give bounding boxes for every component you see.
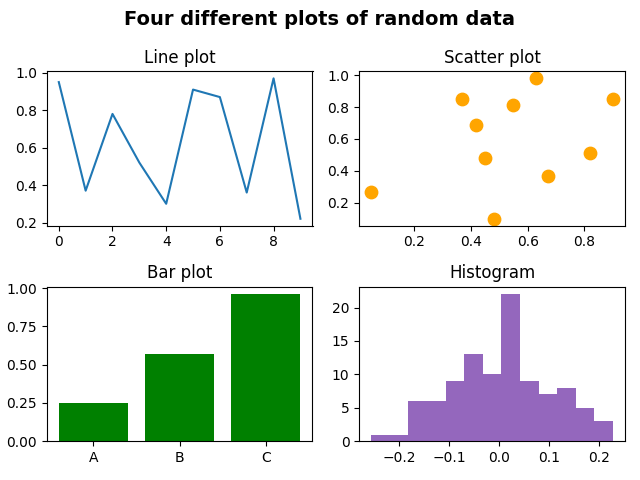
Bar xyxy=(408,401,427,441)
Title: Histogram: Histogram xyxy=(449,264,535,283)
Bar xyxy=(539,395,557,441)
Point xyxy=(585,149,595,157)
Bar xyxy=(520,381,539,441)
Point xyxy=(508,102,518,109)
Title: Line plot: Line plot xyxy=(144,49,216,67)
Bar xyxy=(145,354,214,441)
Point xyxy=(457,95,467,103)
Bar xyxy=(59,403,128,441)
Point xyxy=(480,154,490,162)
Point xyxy=(543,172,553,180)
Bar xyxy=(557,388,576,441)
Point xyxy=(366,188,376,195)
Point xyxy=(531,74,541,82)
Bar xyxy=(501,294,520,441)
Point xyxy=(608,95,618,103)
Point xyxy=(471,121,481,129)
Point xyxy=(488,215,499,223)
Bar xyxy=(464,354,483,441)
Bar xyxy=(390,434,408,441)
Bar xyxy=(595,421,613,441)
Bar xyxy=(427,401,445,441)
Title: Bar plot: Bar plot xyxy=(147,264,212,283)
Bar xyxy=(483,374,501,441)
Bar xyxy=(445,381,464,441)
Bar xyxy=(232,294,300,441)
Bar xyxy=(576,408,595,441)
Title: Scatter plot: Scatter plot xyxy=(444,49,541,67)
Text: Four different plots of random data: Four different plots of random data xyxy=(125,10,515,29)
Bar xyxy=(371,434,390,441)
